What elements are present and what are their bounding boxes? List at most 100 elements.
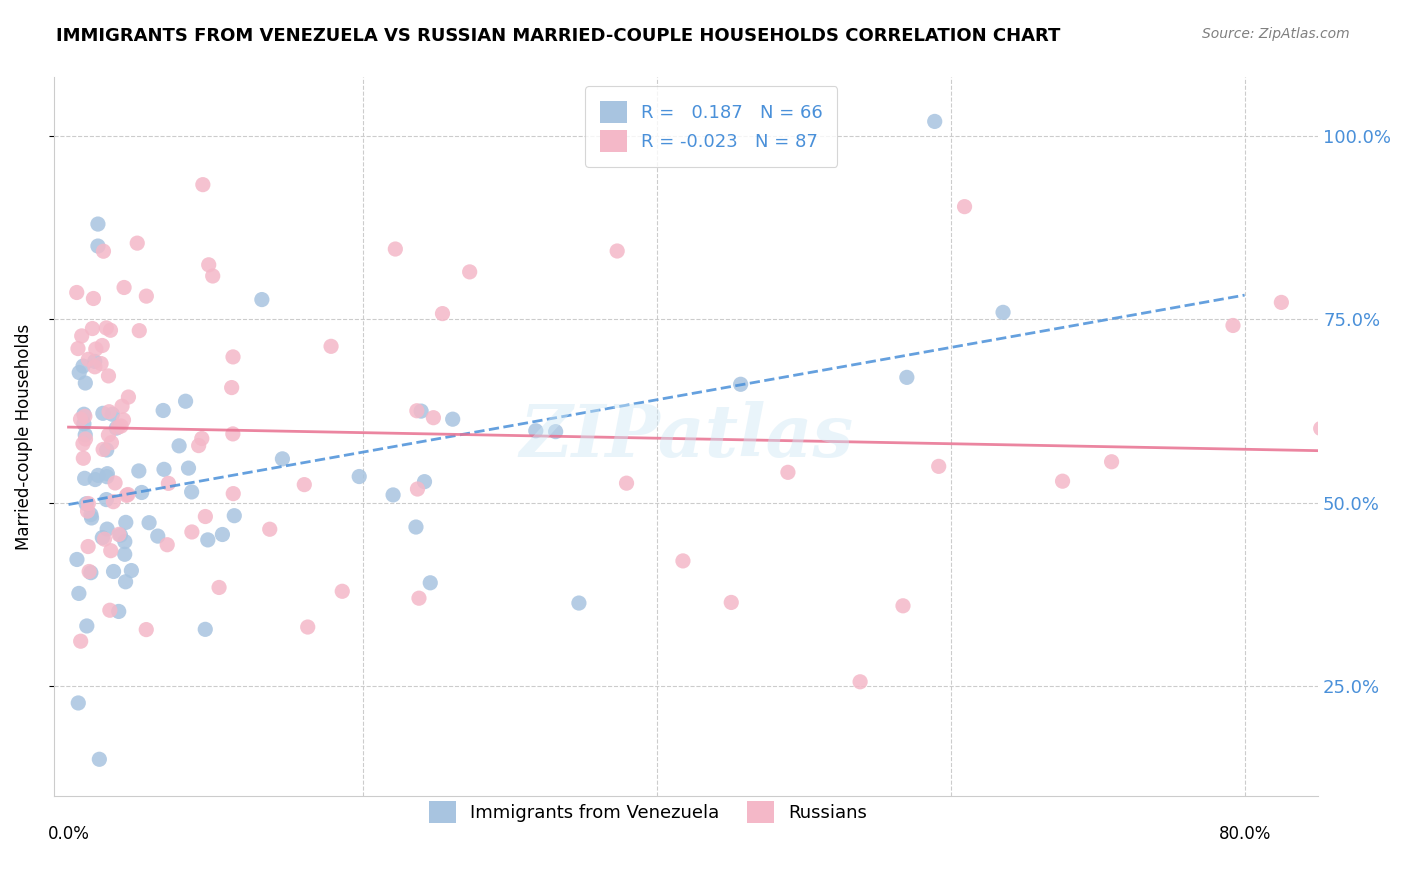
Point: [180, 524, 202, 539]
Point: [72, 451, 94, 466]
Point: [128, 464, 150, 478]
Point: [720, 595, 742, 609]
Point: [66, 285, 89, 300]
Point: [96, 467, 118, 481]
Point: [406, 482, 429, 496]
Point: [84, 342, 107, 356]
Point: [76, 504, 98, 518]
Point: [250, 293, 273, 307]
Point: [82, 321, 104, 335]
Point: [292, 477, 315, 491]
Point: [384, 242, 406, 256]
Point: [69, 412, 91, 426]
Point: [776, 466, 799, 480]
Point: [924, 114, 946, 128]
Point: [117, 487, 139, 501]
Point: [69, 634, 91, 648]
Point: [67, 366, 90, 380]
Point: [100, 435, 122, 450]
Point: [544, 425, 567, 439]
Point: [72, 437, 94, 451]
Point: [458, 265, 481, 279]
Point: [524, 424, 547, 438]
Point: [93, 532, 115, 546]
Point: [107, 420, 129, 434]
Point: [80, 511, 103, 525]
Point: [98, 405, 121, 419]
Text: IMMIGRANTS FROM VENEZUELA VS RUSSIAN MARRIED-COUPLE HOUSEHOLDS CORRELATION CHART: IMMIGRANTS FROM VENEZUELA VS RUSSIAN MAR…: [56, 27, 1060, 45]
Point: [224, 508, 246, 523]
Text: 0.0%: 0.0%: [48, 824, 90, 843]
Point: [73, 471, 96, 485]
Point: [72, 359, 94, 373]
Point: [67, 586, 90, 600]
Point: [114, 574, 136, 589]
Point: [112, 413, 135, 427]
Point: [70, 329, 93, 343]
Point: [77, 565, 100, 579]
Point: [97, 428, 120, 442]
Point: [87, 217, 110, 231]
Point: [77, 540, 100, 554]
Point: [222, 486, 245, 500]
Point: [297, 620, 319, 634]
Point: [167, 439, 190, 453]
Point: [568, 596, 591, 610]
Point: [208, 581, 231, 595]
Point: [672, 554, 695, 568]
Point: [91, 531, 114, 545]
Point: [75, 497, 97, 511]
Point: [991, 305, 1014, 319]
Point: [896, 370, 918, 384]
Point: [1354, 518, 1376, 533]
Point: [211, 527, 233, 541]
Point: [191, 432, 214, 446]
Text: ZIPatlas: ZIPatlas: [519, 401, 853, 472]
Point: [197, 258, 219, 272]
Point: [201, 268, 224, 283]
Point: [616, 476, 638, 491]
Point: [100, 323, 122, 337]
Point: [222, 350, 245, 364]
Point: [222, 426, 245, 441]
Point: [1270, 295, 1292, 310]
Point: [75, 376, 97, 390]
Point: [1222, 318, 1244, 333]
Point: [97, 368, 120, 383]
Point: [271, 451, 294, 466]
Point: [131, 485, 153, 500]
Point: [441, 412, 464, 426]
Point: [319, 339, 342, 353]
Point: [96, 321, 118, 335]
Point: [405, 520, 427, 534]
Point: [1309, 421, 1331, 435]
Point: [157, 476, 180, 491]
Point: [347, 469, 370, 483]
Point: [114, 547, 136, 561]
Point: [120, 564, 142, 578]
Point: [413, 475, 436, 489]
Point: [606, 244, 628, 258]
Point: [1101, 455, 1123, 469]
Point: [330, 584, 353, 599]
Point: [66, 342, 89, 356]
Point: [191, 178, 214, 192]
Point: [117, 390, 139, 404]
Point: [105, 421, 128, 435]
Point: [411, 404, 433, 418]
Point: [73, 407, 96, 421]
Text: 80.0%: 80.0%: [1219, 824, 1271, 843]
Point: [83, 359, 105, 374]
Point: [432, 307, 454, 321]
Text: Source: ZipAtlas.com: Source: ZipAtlas.com: [1202, 27, 1350, 41]
Point: [114, 534, 136, 549]
Point: [419, 575, 441, 590]
Point: [91, 406, 114, 420]
Point: [187, 439, 209, 453]
Point: [180, 484, 202, 499]
Point: [80, 566, 103, 580]
Point: [153, 462, 176, 476]
Point: [103, 565, 125, 579]
Point: [96, 492, 118, 507]
Point: [93, 244, 115, 259]
